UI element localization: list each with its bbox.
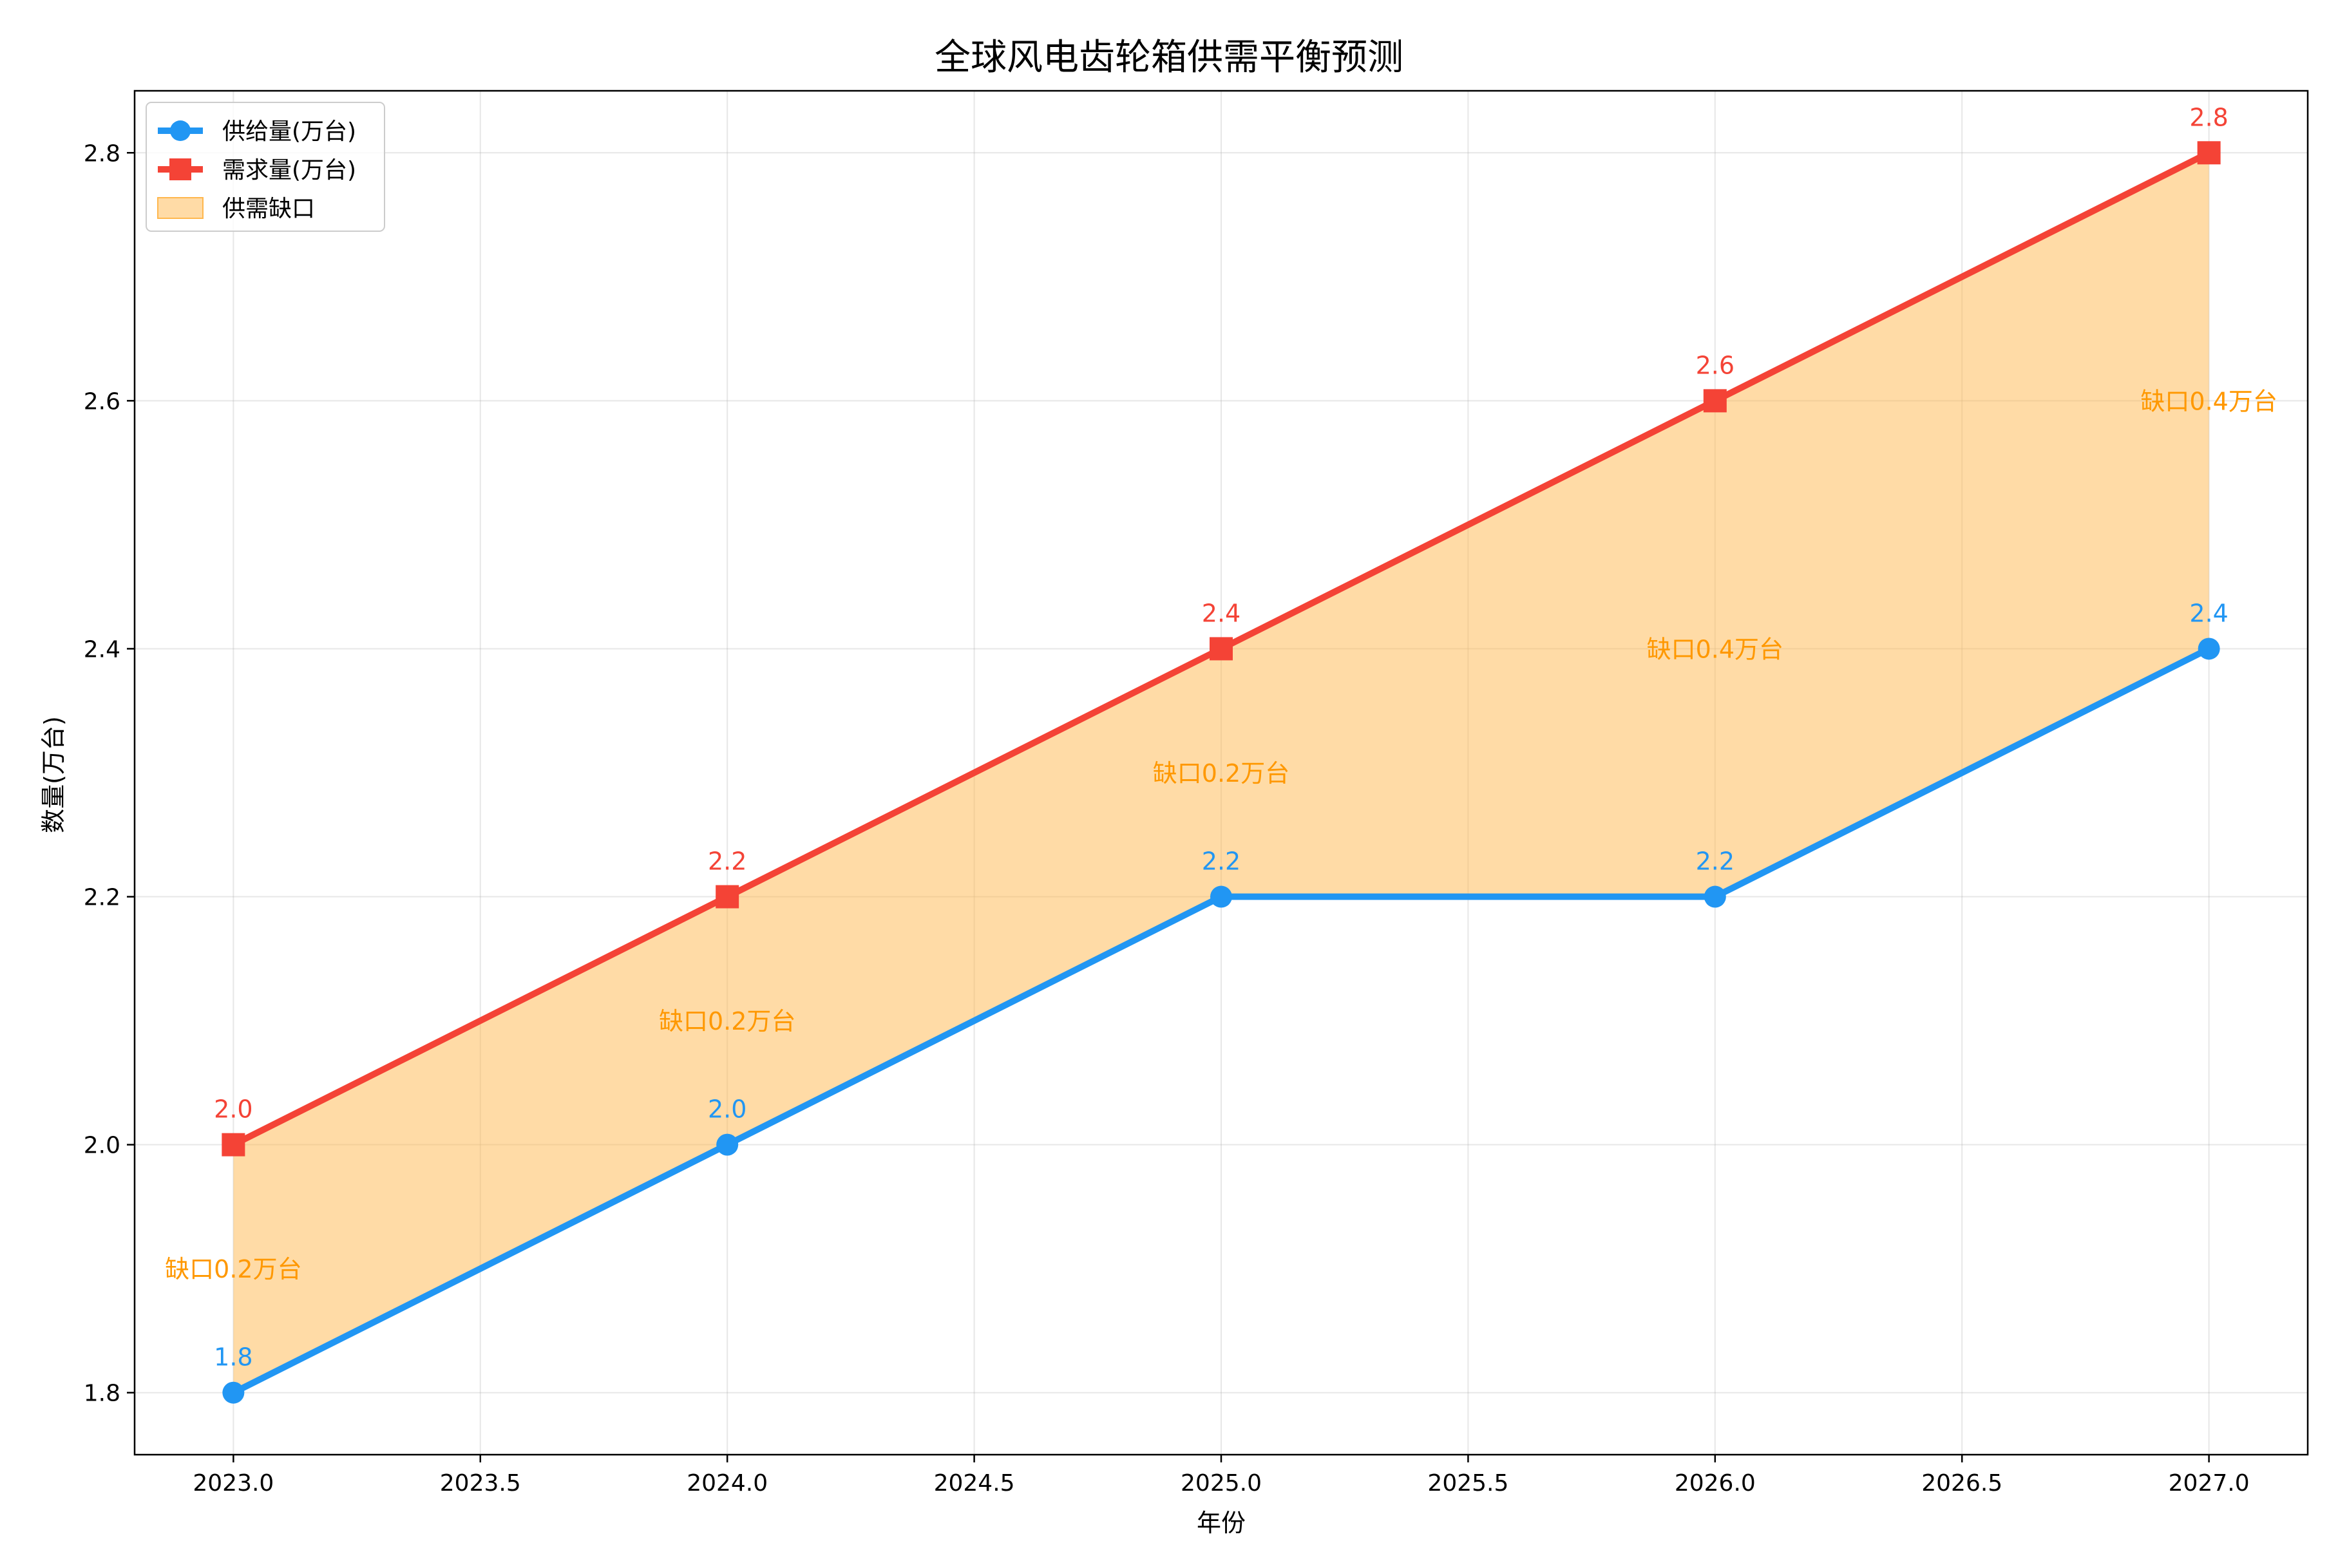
legend-label: 需求量(万台) <box>222 157 356 184</box>
demand-value-label: 2.2 <box>708 847 746 876</box>
demand-point <box>1703 389 1727 413</box>
legend-label: 供给量(万台) <box>222 118 356 145</box>
y-tick-label: 2.2 <box>84 885 120 911</box>
demand-point <box>716 885 739 909</box>
legend-label: 供需缺口 <box>222 196 315 222</box>
x-tick-label: 2025.5 <box>1427 1470 1508 1497</box>
demand-point <box>222 1133 245 1157</box>
gap-annotation: 缺口0.4万台 <box>1647 635 1783 663</box>
supply-point <box>2198 638 2220 660</box>
supply-value-label: 2.4 <box>2189 599 2228 627</box>
y-tick-label: 1.8 <box>84 1381 120 1407</box>
legend: 供给量(万台) 需求量(万台) 供需缺口 <box>146 102 385 232</box>
gap-annotation: 缺口0.2万台 <box>1153 759 1289 788</box>
demand-value-label: 2.4 <box>1202 599 1240 627</box>
legend-fill-swatch <box>157 197 204 219</box>
supply-value-label: 2.0 <box>708 1095 746 1124</box>
legend-box <box>146 102 385 232</box>
series-group <box>222 141 2221 1404</box>
legend-circle-marker <box>170 120 191 141</box>
x-tick-label: 2023.5 <box>440 1470 521 1497</box>
legend-square-marker <box>169 158 191 180</box>
y-axis-label: 数量(万台) <box>39 716 68 833</box>
demand-point <box>1210 637 1233 661</box>
axis-ticks: 2023.0 2023.5 2024.0 2024.5 2025.0 2025.5 2026… <box>84 140 2250 1497</box>
x-tick-label: 2023.0 <box>193 1470 274 1497</box>
demand-value-label: 2.8 <box>2189 103 2228 131</box>
supply-value-label: 1.8 <box>214 1343 252 1372</box>
x-axis-label: 年份 <box>1197 1509 1246 1537</box>
supply-point <box>222 1381 245 1404</box>
x-tick-label: 2026.5 <box>1921 1470 2002 1497</box>
x-tick-label: 2026.0 <box>1675 1470 1756 1497</box>
y-tick-label: 2.6 <box>84 388 120 415</box>
gap-fill-area <box>233 153 2209 1393</box>
x-tick-label: 2025.0 <box>1181 1470 1262 1497</box>
gap-annotation: 缺口0.2万台 <box>659 1007 795 1035</box>
gap-fill-polygon <box>233 153 2209 1393</box>
demand-value-label: 2.6 <box>1696 351 1734 379</box>
gap-annotation: 缺口0.2万台 <box>165 1255 301 1283</box>
gap-annotation: 缺口0.4万台 <box>2140 387 2277 415</box>
data-labels: 1.8 2.0 2.2 2.2 2.4 2.0 2.2 2.4 2.6 2.8 <box>214 103 2229 1371</box>
chart-title: 全球风电齿轮箱供需平衡预测 <box>935 37 1403 79</box>
x-tick-label: 2027.0 <box>2169 1470 2250 1497</box>
x-tick-label: 2024.0 <box>687 1470 768 1497</box>
x-tick-label: 2024.5 <box>934 1470 1015 1497</box>
supply-point <box>1210 885 1232 908</box>
supply-point <box>1704 885 1726 908</box>
y-tick-label: 2.4 <box>84 636 120 663</box>
supply-value-label: 2.2 <box>1202 847 1240 876</box>
demand-point <box>2197 141 2221 165</box>
y-tick-label: 2.8 <box>84 140 120 167</box>
y-tick-label: 2.0 <box>84 1133 120 1159</box>
supply-value-label: 2.2 <box>1696 847 1734 876</box>
supply-point <box>716 1133 739 1156</box>
demand-value-label: 2.0 <box>214 1095 252 1124</box>
